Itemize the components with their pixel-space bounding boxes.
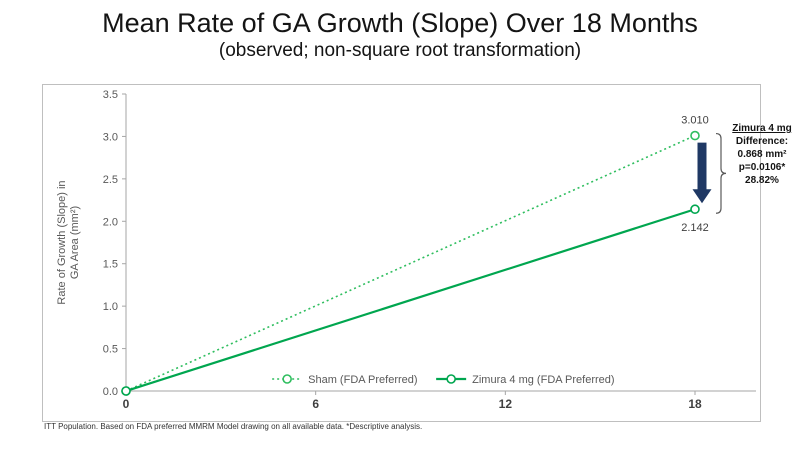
legend-marker-icon [282,374,292,384]
chart-area: 0.0 0.5 1.0 1.5 2.0 2.5 3.0 3.5 0 6 12 18 Rate of Gr… [42,84,761,422]
data-point-marker [690,130,700,141]
footnote: ITT Population. Based on FDA preferred M… [44,422,423,431]
x-tick-label: 18 [688,397,702,411]
x-tick-label: 12 [499,397,513,411]
annotation-difference-label: Difference: [735,136,789,147]
y-tick-label: 1.5 [103,259,118,271]
annotation-difference-value: 0.868 mm² [737,149,787,160]
y-axis-title: Rate of Growth (Slope) inGA Area (mm²) [56,180,81,304]
series-line-zimura [125,208,696,393]
difference-arrow-icon [692,142,712,204]
x-tick-label: 6 [312,397,319,411]
series-end-label: 2.142 [681,222,709,234]
chart-title: Mean Rate of GA Growth (Slope) Over 18 M… [102,8,698,38]
x-tick-label: 0 [123,397,130,411]
y-tick-label: 0.0 [103,386,118,398]
annotation-heading: Zimura 4 mg [732,123,792,134]
y-tick-label: 2.0 [103,216,118,228]
legend-label: Zimura 4 mg (FDA Preferred) [472,374,614,386]
data-point-marker [690,204,700,215]
line-chart: 0.0 0.5 1.0 1.5 2.0 2.5 3.0 3.5 0 6 12 18 Rate of Gr… [56,89,756,411]
series-line-sham [125,134,696,392]
annotation-pvalue: p=0.0106* [738,162,786,173]
annotation-percent: 28.82% [745,175,779,186]
y-tick-label: 3.0 [103,131,118,143]
chart-subtitle: (observed; non-square root transformatio… [218,40,582,61]
series-end-label: 3.010 [681,115,709,127]
y-tick-label: 0.5 [103,344,118,356]
y-tick-label: 3.5 [103,89,118,101]
header: Mean Rate of GA Growth (Slope) Over 18 M… [0,7,800,63]
data-point-marker [121,386,131,396]
y-tick-label: 1.0 [103,301,118,313]
legend-label: Sham (FDA Preferred) [308,374,417,386]
legend-marker-icon [446,374,456,384]
brace-icon [715,132,727,214]
difference-annotation: Zimura 4 mg Difference: 0.868 mm² p=0.01… [726,122,798,187]
y-tick-label: 2.5 [103,174,118,186]
